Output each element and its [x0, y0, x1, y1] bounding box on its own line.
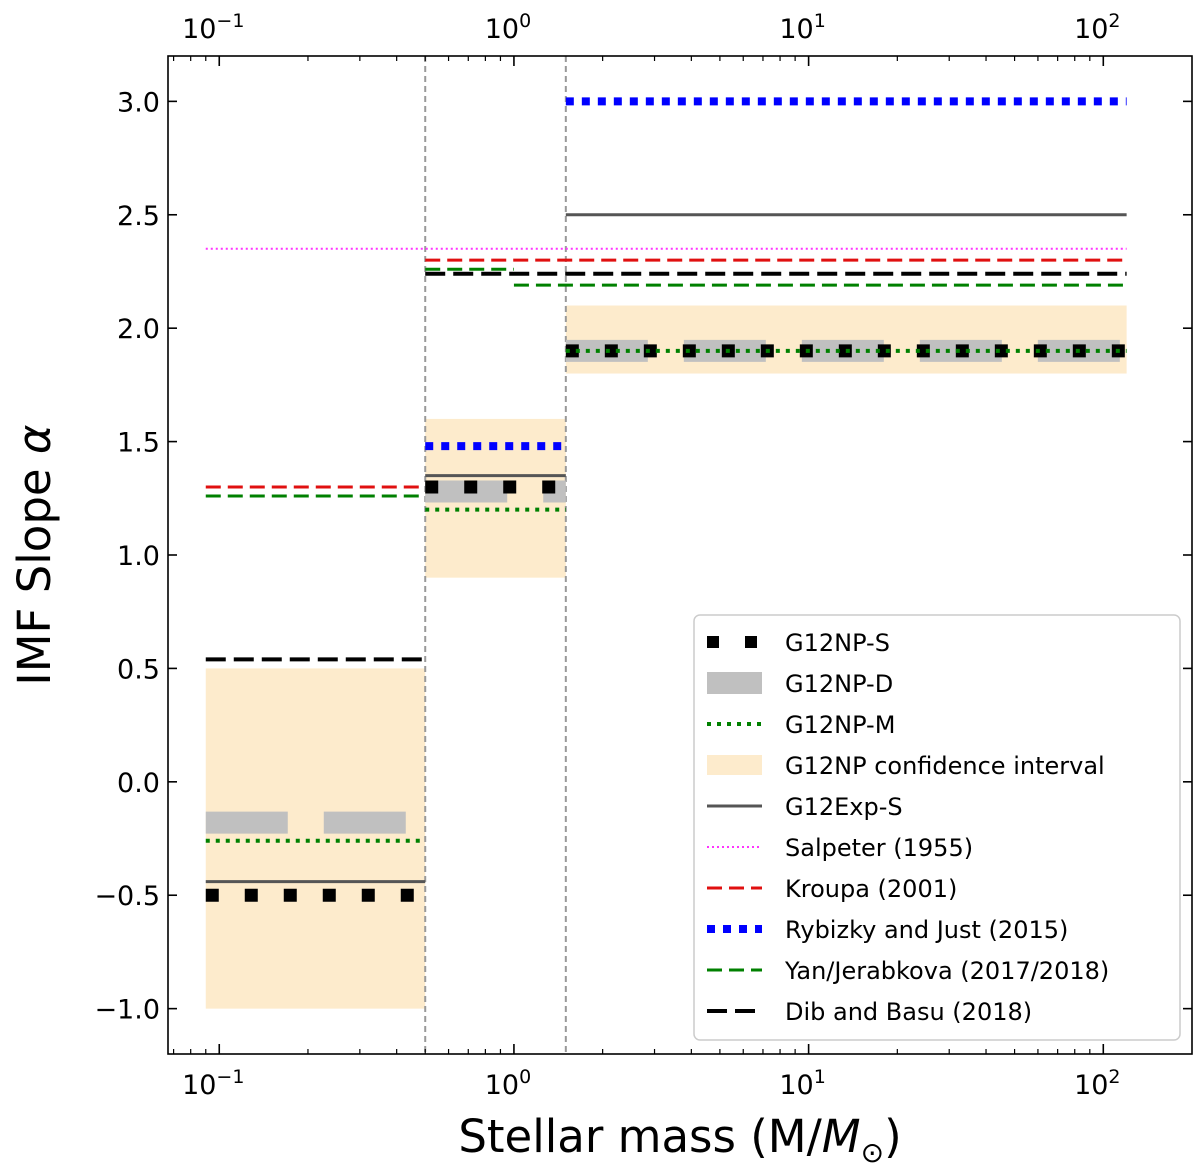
x-tick-label-top: 100	[485, 10, 531, 45]
x-tick-label-bottom: 100	[485, 1066, 531, 1101]
mass-break-lines	[424, 56, 567, 1054]
series-kroupa-2001	[205, 258, 1127, 489]
y-tick-label: 1.5	[117, 428, 160, 459]
y-axis-title-alpha: α	[8, 424, 61, 454]
series-lines	[205, 97, 1127, 902]
legend-label: G12NP confidence interval	[785, 752, 1105, 780]
legend-label: Rybizky and Just (2015)	[785, 916, 1068, 944]
legend-item-salpeter-1955: Salpeter (1955)	[707, 834, 973, 862]
legend-item-g12np-m: G12NP-M	[707, 711, 895, 739]
tick-base: 10	[485, 1070, 519, 1101]
confidence-band-1	[205, 668, 426, 1009]
tick-base: 10	[485, 14, 519, 45]
x-axis-title-m: M	[822, 1110, 861, 1163]
x-axis-title-close: )	[884, 1110, 902, 1163]
legend-swatch-dot-1	[707, 636, 719, 648]
legend-item-dib-and-basu-2018: Dib and Basu (2018)	[707, 998, 1032, 1026]
confidence-band-3	[565, 305, 1127, 374]
legend-swatch	[707, 672, 762, 694]
x-tick-label-top: 10−1	[182, 10, 244, 45]
series-g12np-m	[205, 348, 1127, 843]
legend-label: Dib and Basu (2018)	[785, 998, 1032, 1026]
legend-item-yan-jerabkova-2017-2018: Yan/Jerabkova (2017/2018)	[707, 957, 1109, 985]
legend-label: G12NP-D	[785, 670, 893, 698]
legend-item-rybizky-and-just-2015: Rybizky and Just (2015)	[707, 916, 1068, 944]
legend: G12NP-S G12NP-D G12NP-M G12NP confidence in…	[693, 614, 1181, 1041]
legend-item-g12np-d: G12NP-D	[707, 670, 893, 698]
tick-base: 10	[182, 1070, 216, 1101]
y-axis-title: IMF Slope α	[8, 424, 61, 685]
x-tick-label-bottom: 101	[779, 1066, 825, 1101]
legend-label: G12NP-M	[785, 711, 895, 739]
tick-base: 10	[182, 14, 216, 45]
x-tick-label-top: 101	[779, 10, 825, 45]
legend-label: G12Exp-S	[785, 793, 903, 821]
tick-exponent: 0	[519, 10, 531, 32]
legend-swatch	[707, 755, 762, 775]
y-tick-label: −1.0	[94, 995, 160, 1026]
legend-label: Yan/Jerabkova (2017/2018)	[784, 957, 1109, 985]
x-axis-title-sun: ⊙	[861, 1136, 884, 1169]
tick-exponent: −1	[216, 1066, 244, 1088]
y-tick-label: 3.0	[117, 87, 160, 118]
y-tick-label: 2.5	[117, 201, 160, 232]
y-axis-title-space	[8, 454, 61, 468]
x-tick-label-bottom: 102	[1074, 1066, 1120, 1101]
legend-item-kroupa-2001: Kroupa (2001)	[707, 875, 957, 903]
tick-exponent: −1	[216, 10, 244, 32]
axis-ticks: −1.0−0.50.00.51.01.52.02.53.010−110−1100…	[94, 10, 1192, 1101]
legend-label: Salpeter (1955)	[785, 834, 973, 862]
y-tick-label: 0.0	[117, 768, 160, 799]
x-axis-title: Stellar mass (M/M⊙)	[458, 1110, 901, 1169]
legend-item-g12exp-s: G12Exp-S	[707, 793, 903, 821]
tick-base: 10	[1074, 1070, 1108, 1101]
legend-item-g12np-confidence-interval: G12NP confidence interval	[707, 752, 1105, 780]
x-tick-label-bottom: 10−1	[182, 1066, 244, 1101]
y-tick-label: 0.5	[117, 654, 160, 685]
tick-base: 10	[779, 1070, 813, 1101]
y-axis-title-main: IMF Slope	[8, 468, 61, 685]
legend-swatch-dot-2	[745, 636, 757, 648]
series-dib-and-basu-2018	[205, 271, 1127, 662]
y-tick-label: 2.0	[117, 314, 160, 345]
x-axis-title-main: Stellar mass (M/	[458, 1110, 822, 1163]
series-yan-jerabkova-2017-2018	[205, 267, 1127, 498]
y-tick-label: 1.0	[117, 541, 160, 572]
legend-label: G12NP-S	[785, 629, 890, 657]
legend-box	[693, 614, 1181, 1041]
legend-label: Kroupa (2001)	[785, 875, 957, 903]
tick-exponent: 1	[814, 10, 826, 32]
series-g12exp-s	[205, 213, 1127, 884]
series-rybizky-and-just-2015	[425, 97, 1127, 451]
tick-exponent: 0	[519, 1066, 531, 1088]
y-tick-label: −0.5	[94, 881, 160, 912]
legend-item-g12np-s: G12NP-S	[707, 629, 890, 657]
tick-exponent: 2	[1108, 10, 1120, 32]
x-tick-label-top: 102	[1074, 10, 1120, 45]
tick-base: 10	[779, 14, 813, 45]
tick-exponent: 1	[814, 1066, 826, 1088]
tick-base: 10	[1074, 14, 1108, 45]
tick-exponent: 2	[1108, 1066, 1120, 1088]
